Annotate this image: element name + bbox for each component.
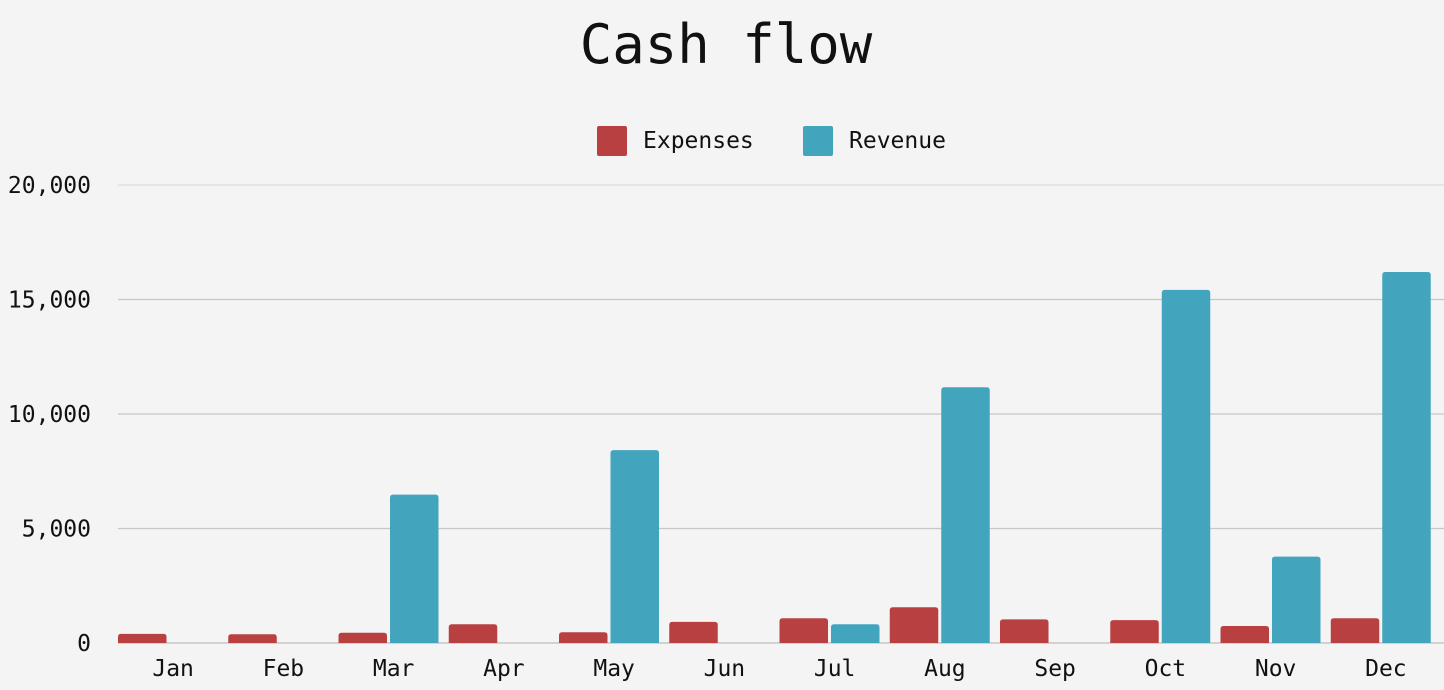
chart-legend: Expenses Revenue: [597, 126, 946, 156]
x-axis-tick-label: Apr: [483, 656, 525, 682]
x-axis-tick-label: May: [593, 656, 635, 682]
x-axis-tick-label: Dec: [1365, 656, 1407, 682]
bar-expenses-apr: [448, 624, 498, 643]
y-axis-tick-label: 15,000: [8, 288, 91, 314]
bar-expenses-jan: [118, 633, 167, 643]
bar-expenses-oct: [1110, 620, 1159, 643]
bar-expenses-feb: [228, 634, 277, 643]
x-axis-tick-label: Jul: [814, 656, 856, 682]
bar-revenue-mar: [390, 494, 439, 643]
bar-revenue-nov: [1272, 556, 1321, 643]
bar-expenses-nov: [1220, 626, 1269, 643]
y-axis-tick-label: 5,000: [22, 517, 91, 543]
bar-expenses-may: [559, 632, 608, 643]
bar-revenue-oct: [1161, 289, 1211, 643]
x-axis-tick-label: Mar: [373, 656, 415, 682]
x-axis-tick-label: Nov: [1255, 656, 1297, 682]
bar-expenses-jun: [669, 621, 718, 643]
bar-revenue-aug: [941, 387, 990, 643]
bar-expenses-mar: [338, 632, 387, 643]
bar-expenses-aug: [889, 607, 939, 643]
y-axis-tick-label: 20,000: [8, 173, 91, 199]
legend-swatch-revenue: [803, 126, 833, 156]
legend-label-expenses: Expenses: [643, 128, 754, 154]
x-axis-tick-label: Aug: [924, 656, 966, 682]
bar-expenses-sep: [1000, 619, 1049, 643]
bar-expenses-jul: [779, 618, 828, 643]
x-axis-tick-labels: Jan Feb Mar Apr May Jun Jul Aug Sep Oct Nov Dec: [152, 656, 1406, 682]
bar-series-group: [118, 272, 1431, 643]
y-axis-tick-label: 0: [77, 631, 91, 657]
y-axis-tick-label: 10,000: [8, 402, 91, 428]
bar-revenue-may: [610, 450, 659, 643]
x-axis-tick-label: Jun: [704, 656, 746, 682]
y-axis-tick-labels: 0 5,000 10,000 15,000 20,000: [8, 173, 91, 657]
bar-expenses-dec: [1330, 618, 1380, 643]
bar-revenue-jul: [831, 624, 880, 643]
legend-swatch-expenses: [597, 126, 627, 156]
x-axis-tick-label: Jan: [152, 656, 194, 682]
legend-label-revenue: Revenue: [849, 128, 946, 154]
x-axis-tick-label: Oct: [1145, 656, 1187, 682]
grid-lines: [118, 184, 1444, 644]
x-axis-tick-label: Feb: [263, 656, 305, 682]
chart-title: Cash flow: [580, 13, 873, 76]
bar-revenue-dec: [1382, 272, 1431, 643]
x-axis-tick-label: Sep: [1034, 656, 1076, 682]
